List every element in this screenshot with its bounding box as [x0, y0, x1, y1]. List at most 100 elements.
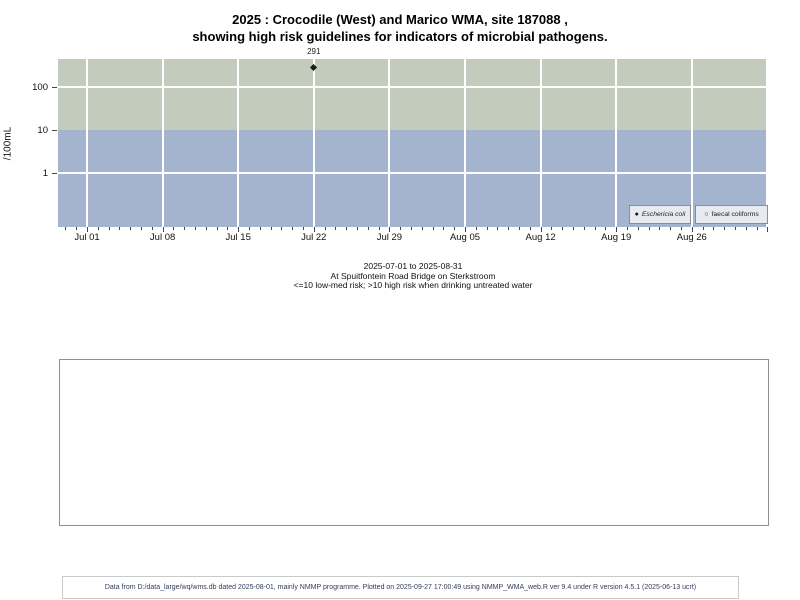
x-axis-minor-tick	[411, 227, 412, 230]
x-axis-minor-tick	[432, 227, 434, 230]
x-axis-tick-label: Aug 12	[525, 232, 556, 243]
x-axis-minor-tick	[421, 227, 423, 230]
x-axis-minor-tick	[681, 227, 682, 230]
x-axis-minor-tick	[119, 227, 121, 230]
y-axis-tick-label: 100	[32, 81, 48, 93]
x-axis-minor-tick	[486, 227, 488, 230]
x-axis-minor-tick	[270, 227, 272, 230]
x-axis-minor-tick	[303, 227, 304, 230]
x-axis-minor-tick	[216, 227, 218, 230]
caption-date-range: 2025-07-01 to 2025-08-31	[363, 261, 463, 271]
x-axis-minor-tick	[227, 227, 229, 230]
h-gridline	[58, 86, 768, 88]
chart-title-line2: showing high risk guidelines for indicat…	[192, 29, 608, 44]
x-axis-major-tick	[767, 227, 769, 232]
y-axis-tick	[52, 130, 57, 131]
x-axis-minor-tick	[205, 227, 207, 230]
legend-label: Eschericia coli	[641, 211, 686, 218]
x-axis-major-tick	[162, 227, 164, 232]
x-axis-major-tick	[313, 227, 315, 232]
x-axis-minor-tick	[97, 227, 99, 230]
faecal-coliforms-marker-icon: ○	[704, 211, 709, 218]
x-axis-minor-tick	[195, 227, 196, 230]
v-gridline	[464, 59, 466, 227]
x-axis-minor-tick	[357, 227, 358, 230]
x-axis-minor-tick	[65, 227, 67, 230]
x-axis-minor-tick	[324, 227, 326, 230]
v-gridline	[388, 59, 391, 227]
y-axis-tick-label: 1	[42, 167, 48, 179]
footer-provenance-text: Data from D:/data_large/wq/wms.db dated …	[104, 584, 697, 591]
x-axis-minor-tick	[551, 227, 553, 230]
y-axis-label: /100mL	[2, 126, 14, 161]
x-axis-minor-tick	[529, 227, 531, 230]
x-axis-minor-tick	[367, 227, 369, 230]
x-axis-tick-label: Aug 05	[449, 232, 481, 243]
v-gridline	[161, 59, 164, 227]
x-axis-minor-tick	[259, 227, 261, 230]
x-axis-minor-tick	[76, 227, 78, 230]
eschericia-coli-marker-icon: ●	[634, 211, 639, 218]
x-axis-major-tick	[238, 227, 240, 232]
x-axis-tick-label: Jul 01	[74, 232, 100, 243]
x-axis-minor-tick	[292, 227, 294, 230]
x-axis-tick-label: Aug 26	[676, 232, 707, 243]
y-axis-tick	[52, 173, 57, 174]
x-axis-minor-tick	[756, 227, 758, 230]
footer-box: Data from D:/data_large/wq/wms.db dated …	[62, 576, 739, 599]
legend-box-e-coli: ● Eschericia coli	[629, 205, 691, 224]
x-axis-minor-tick	[497, 227, 499, 230]
v-gridline	[539, 59, 542, 227]
chart-caption: 2025-07-01 to 2025-08-31 At Spuitfontein…	[26, 261, 800, 291]
high-risk-zone	[58, 59, 768, 130]
plot-area: ○ faecal coliforms ● Eschericia coli	[58, 59, 768, 227]
x-axis-major-tick	[540, 227, 542, 232]
v-gridline	[615, 59, 618, 227]
x-axis-minor-tick	[713, 227, 715, 230]
x-axis-minor-tick	[519, 227, 520, 230]
x-axis-minor-tick	[573, 227, 574, 230]
x-axis-tick-label: Aug 19	[601, 232, 632, 243]
x-axis-minor-tick	[335, 227, 337, 230]
x-axis-major-tick	[87, 227, 88, 232]
x-axis-major-tick	[691, 227, 693, 232]
x-axis-tick-label: Jul 22	[301, 232, 327, 243]
x-axis-minor-tick	[627, 227, 628, 230]
v-gridline	[312, 59, 315, 227]
x-axis-major-tick	[465, 227, 466, 232]
x-axis-major-tick	[616, 227, 618, 232]
caption-risk-guideline: <=10 low-med risk; >10 high risk when dr…	[293, 280, 533, 291]
v-gridline	[690, 59, 693, 227]
x-axis-minor-tick	[378, 227, 380, 230]
x-axis-minor-tick	[735, 227, 736, 230]
x-axis-minor-tick	[151, 227, 153, 230]
x-axis-minor-tick	[562, 227, 564, 230]
x-axis-minor-tick	[400, 227, 402, 230]
x-axis-minor-tick	[605, 227, 607, 230]
x-axis-minor-tick	[637, 227, 639, 230]
x-axis-minor-tick	[648, 227, 650, 230]
x-axis-minor-tick	[745, 227, 747, 230]
x-axis-minor-tick	[670, 227, 672, 230]
x-axis-minor-tick	[249, 227, 250, 230]
legend-label: faecal coliforms	[711, 211, 759, 218]
x-axis-tick-label: Jul 08	[149, 232, 176, 243]
v-gridline	[86, 59, 88, 227]
x-axis-minor-tick	[184, 227, 186, 230]
x-axis-minor-tick	[724, 227, 726, 230]
data-point-value-label: 291	[307, 47, 321, 56]
caption-site-location: At Spuitfontein Road Bridge on Sterkstro…	[330, 270, 496, 281]
x-axis-minor-tick	[475, 227, 477, 230]
x-axis-minor-tick	[659, 227, 661, 230]
v-gridline	[237, 59, 240, 227]
x-axis-major-tick	[389, 227, 391, 232]
x-axis-minor-tick	[508, 227, 510, 230]
x-axis-minor-tick	[702, 227, 704, 230]
x-axis-minor-tick	[583, 227, 585, 230]
x-axis-minor-tick	[443, 227, 445, 230]
y-axis-tick-label: 10	[37, 124, 48, 136]
chart-title: 2025 : Crocodile (West) and Marico WMA, …	[0, 11, 800, 45]
x-axis-minor-tick	[281, 227, 283, 230]
x-axis-minor-tick	[173, 227, 175, 230]
